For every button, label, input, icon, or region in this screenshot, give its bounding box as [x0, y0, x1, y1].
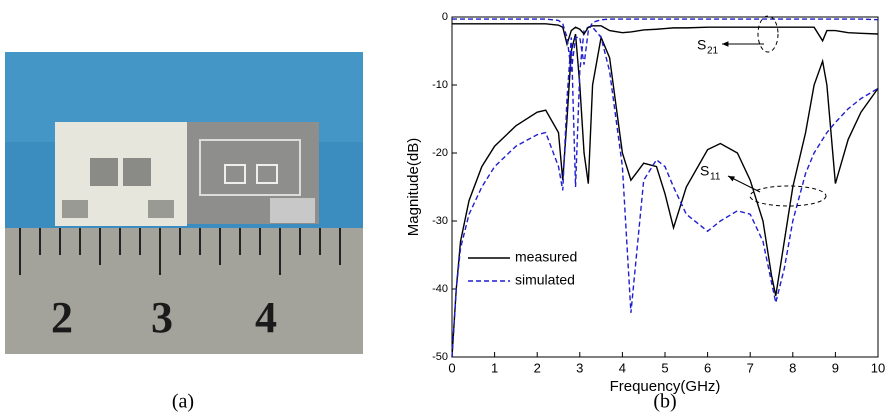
x-tick-label: 6 — [704, 360, 711, 375]
x-tick-label: 8 — [789, 360, 796, 375]
annotation-ellipse — [749, 185, 827, 207]
legend-label: measured — [515, 249, 577, 265]
arrow-head — [722, 41, 729, 47]
y-tick-label: 0 — [442, 11, 448, 23]
ruler — [5, 228, 363, 354]
trace — [256, 164, 278, 184]
trace — [224, 164, 246, 184]
caption: (b) — [653, 391, 676, 413]
y-tick-label: -50 — [432, 351, 448, 363]
plot-frame — [451, 16, 879, 358]
solder — [270, 198, 315, 223]
annotation-ellipse — [757, 15, 779, 53]
annotation-sub: 11 — [710, 172, 721, 183]
x-tick-label: 1 — [491, 360, 498, 375]
pad — [123, 158, 151, 186]
x-tick-label: 4 — [619, 360, 626, 375]
x-tick-label: 7 — [747, 360, 754, 375]
x-tick-label: 0 — [448, 360, 455, 375]
line — [451, 33, 879, 358]
x-tick-label: 9 — [832, 360, 839, 375]
port — [62, 200, 88, 218]
ruler-label: 2 — [51, 293, 73, 342]
ruler-ticks — [19, 228, 341, 275]
annotation: S — [697, 37, 706, 53]
line — [451, 26, 879, 358]
y-tick-label: -20 — [432, 147, 448, 159]
x-tick-label: 5 — [661, 360, 668, 375]
y-tick-label: -10 — [432, 79, 448, 91]
x-tick-label: 3 — [576, 360, 583, 375]
caption: (a) — [172, 391, 194, 413]
legend-label: simulated — [515, 272, 575, 288]
trace — [199, 139, 301, 196]
y-tick-label: -40 — [432, 283, 448, 295]
arrow-head — [728, 176, 735, 182]
x-tick-label: 2 — [534, 360, 541, 375]
x-axis-label: Frequency(GHz) — [610, 378, 721, 395]
y-tick-label: -30 — [432, 215, 448, 227]
y-axis-label: Magnitude(dB) — [405, 138, 422, 236]
line — [452, 18, 879, 72]
ruler-label: 3 — [151, 293, 173, 342]
pad — [90, 158, 118, 186]
line — [452, 23, 879, 47]
photo: 2 3 4 — [5, 52, 363, 354]
port — [148, 200, 174, 218]
annotation: S — [700, 163, 709, 179]
ruler-label: 4 — [255, 293, 277, 342]
annotation-sub: 21 — [707, 46, 719, 57]
x-tick-label: 10 — [871, 360, 885, 375]
